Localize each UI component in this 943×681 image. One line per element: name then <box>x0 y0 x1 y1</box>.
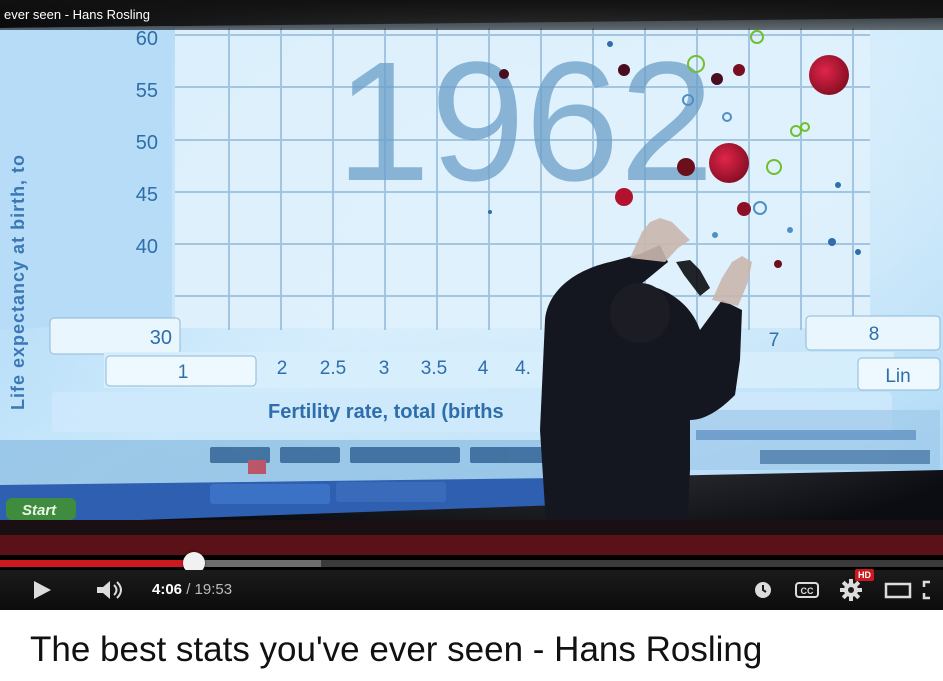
current-time: 4:06 <box>152 581 183 598</box>
slide-plot-area <box>175 28 870 330</box>
x-tick: 2 <box>277 358 288 379</box>
gear-icon <box>840 579 862 601</box>
y-tick: 55 <box>136 80 158 102</box>
taskbar-start: Start <box>22 502 57 519</box>
settings-button[interactable] <box>836 570 866 610</box>
captions-button[interactable]: CC <box>792 570 822 610</box>
video-info: The best stats you've ever seen - Hans R… <box>0 610 943 681</box>
duration: 19:53 <box>194 581 233 598</box>
progress-scrubber-handle[interactable] <box>183 552 206 574</box>
presenter <box>540 245 742 555</box>
video-still: 1962 Life expectancy at birth, to 60 55 … <box>0 0 943 555</box>
y-tick: 40 <box>136 236 158 258</box>
y-min-value: 30 <box>150 327 172 349</box>
time-separator: / <box>182 581 195 598</box>
x-tick: 4 <box>478 358 489 379</box>
slide-bubbles <box>488 30 861 268</box>
x-tick: 3.5 <box>421 358 447 379</box>
svg-text:CC: CC <box>801 586 814 596</box>
cc-icon: CC <box>795 582 819 598</box>
play-button[interactable] <box>22 570 62 610</box>
fullscreen-icon <box>922 580 930 600</box>
theater-mode-button[interactable] <box>880 570 916 610</box>
theater-mode-icon <box>884 582 912 599</box>
x-tick: 7 <box>769 330 780 351</box>
player-controls: 4:06 / 19:53 CC <box>0 570 943 610</box>
slide-y-axis-label: Life expectancy at birth, to <box>8 154 28 410</box>
progress-bar[interactable] <box>0 560 943 567</box>
y-tick: 60 <box>136 28 158 50</box>
volume-icon <box>97 581 122 599</box>
time-display: 4:06 / 19:53 <box>152 570 232 610</box>
slide-x-axis-label: Fertility rate, total (births <box>268 401 504 423</box>
fullscreen-button[interactable] <box>922 570 943 610</box>
x-tick: 4. <box>515 358 531 379</box>
x-tick: 8 <box>869 324 880 345</box>
x-tick: 3 <box>379 358 390 379</box>
x-tick: 2.5 <box>320 358 346 379</box>
watch-later-button[interactable] <box>748 570 778 610</box>
video-player[interactable]: 1962 Life expectancy at birth, to 60 55 … <box>0 0 943 610</box>
y-tick: 50 <box>136 132 158 154</box>
y-tick: 45 <box>136 184 158 206</box>
play-icon <box>34 581 51 599</box>
video-overlay-title[interactable]: ever seen - Hans Rosling <box>0 0 943 30</box>
progress-played <box>0 560 195 567</box>
hd-badge: HD <box>855 569 874 581</box>
clock-icon <box>755 582 771 598</box>
slide-year: 1962 <box>336 27 714 217</box>
video-title: The best stats you've ever seen - Hans R… <box>30 630 763 669</box>
presenter-hands <box>630 218 752 306</box>
volume-button[interactable] <box>88 570 132 610</box>
video-frame[interactable]: 1962 Life expectancy at birth, to 60 55 … <box>0 0 943 555</box>
scale-toggle-label: Lin <box>885 366 910 387</box>
x-tick: 1 <box>178 362 189 383</box>
